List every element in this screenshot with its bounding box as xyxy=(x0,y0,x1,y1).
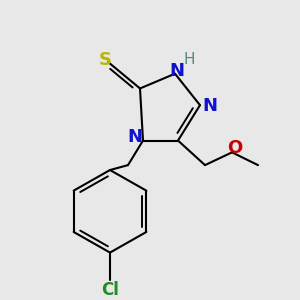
Text: N: N xyxy=(202,97,217,115)
Text: O: O xyxy=(227,140,243,158)
Text: H: H xyxy=(183,52,195,68)
Text: S: S xyxy=(98,51,112,69)
Text: N: N xyxy=(169,62,184,80)
Text: Cl: Cl xyxy=(101,281,119,299)
Text: N: N xyxy=(128,128,142,146)
